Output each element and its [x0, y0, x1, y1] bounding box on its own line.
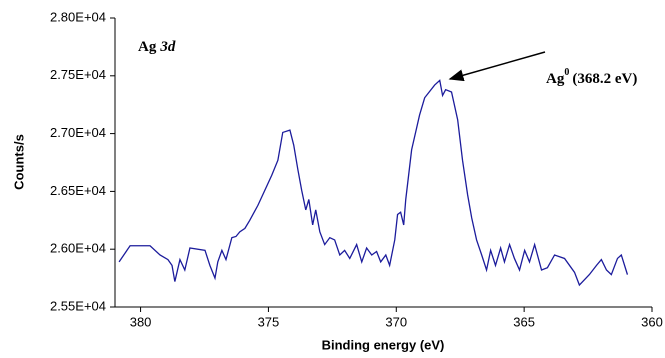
- annotation: Ag0 (368.2 eV): [546, 67, 637, 87]
- y-tick-label: 2.65E+04: [50, 183, 106, 198]
- x-axis-title: Binding energy (eV): [322, 337, 445, 352]
- y-tick-label: 2.80E+04: [50, 9, 106, 24]
- spectrum-line: [118, 79, 629, 287]
- annotation-text: 3d: [159, 39, 176, 55]
- y-tick-label: 2.70E+04: [50, 125, 106, 140]
- annotation-arrow: [448, 51, 546, 82]
- annotation-text: 0: [564, 67, 569, 78]
- y-axis-title: Counts/s: [11, 134, 26, 190]
- annotation-text: Ag: [138, 39, 157, 55]
- x-tick-label: 375: [258, 314, 280, 329]
- y-tick-label: 2.60E+04: [50, 241, 106, 256]
- x-tick-label: 370: [385, 314, 407, 329]
- y-tick-label: 2.75E+04: [50, 67, 106, 82]
- x-tick-label: 365: [513, 314, 535, 329]
- annotation-text: (368.2 eV): [572, 71, 637, 87]
- annotation: Ag 3d: [138, 39, 176, 55]
- x-tick-label: 360: [641, 314, 663, 329]
- x-tick-label: 380: [130, 314, 152, 329]
- y-tick-label: 2.55E+04: [50, 298, 106, 313]
- annotation-text: Ag: [546, 71, 565, 87]
